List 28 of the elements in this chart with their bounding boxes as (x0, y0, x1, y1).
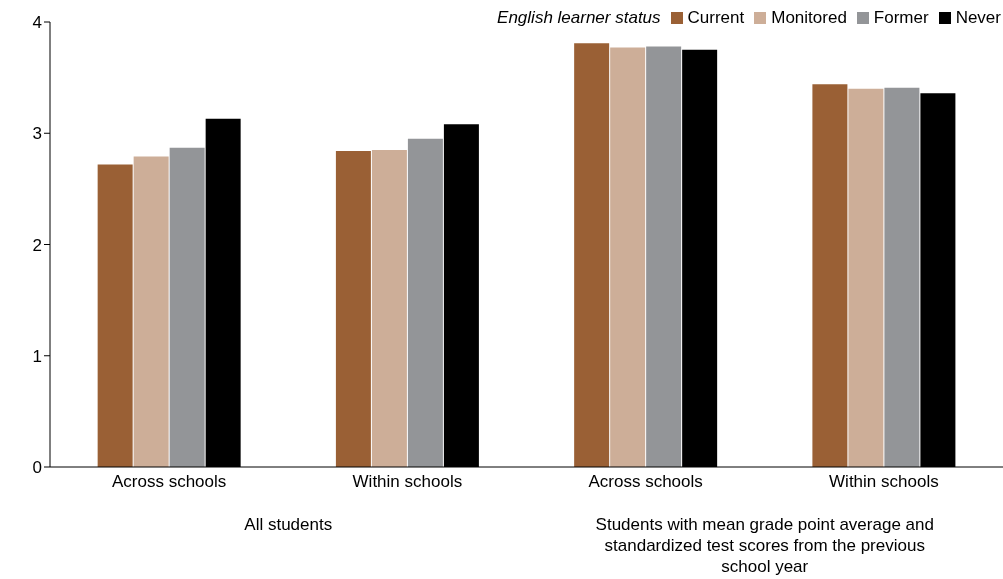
y-tick-label: 4 (32, 13, 42, 33)
bar (335, 151, 371, 467)
y-tick-label: 3 (32, 124, 42, 144)
text: All students (243, 514, 334, 535)
legend-title: English learner status (497, 8, 661, 28)
legend-label: Never (955, 8, 1001, 28)
bar (371, 149, 407, 467)
bar (574, 43, 610, 467)
bar (646, 46, 682, 467)
x-tick-label: Across schools (111, 472, 227, 492)
x-tick-label: Within schools (829, 472, 939, 492)
legend-label: Former (873, 8, 929, 28)
bar (610, 47, 646, 467)
bar (407, 138, 443, 467)
bar (169, 147, 205, 467)
bar (884, 87, 920, 467)
legend-label: Monitored (771, 8, 847, 28)
x-tick-label: Within schools (352, 472, 463, 492)
bar (97, 164, 133, 467)
legend-label: Current (687, 8, 745, 28)
bar (848, 88, 884, 467)
y-tick-label: 0 (32, 458, 42, 478)
y-tick-label: 1 (32, 346, 42, 366)
y-tick-label: 2 (32, 235, 42, 255)
bar (812, 84, 848, 467)
x-tick-label: Across schools (588, 472, 703, 492)
text: Students with mean grade point average and standardized test scores from the previous school year (594, 514, 935, 577)
bar (133, 156, 169, 467)
